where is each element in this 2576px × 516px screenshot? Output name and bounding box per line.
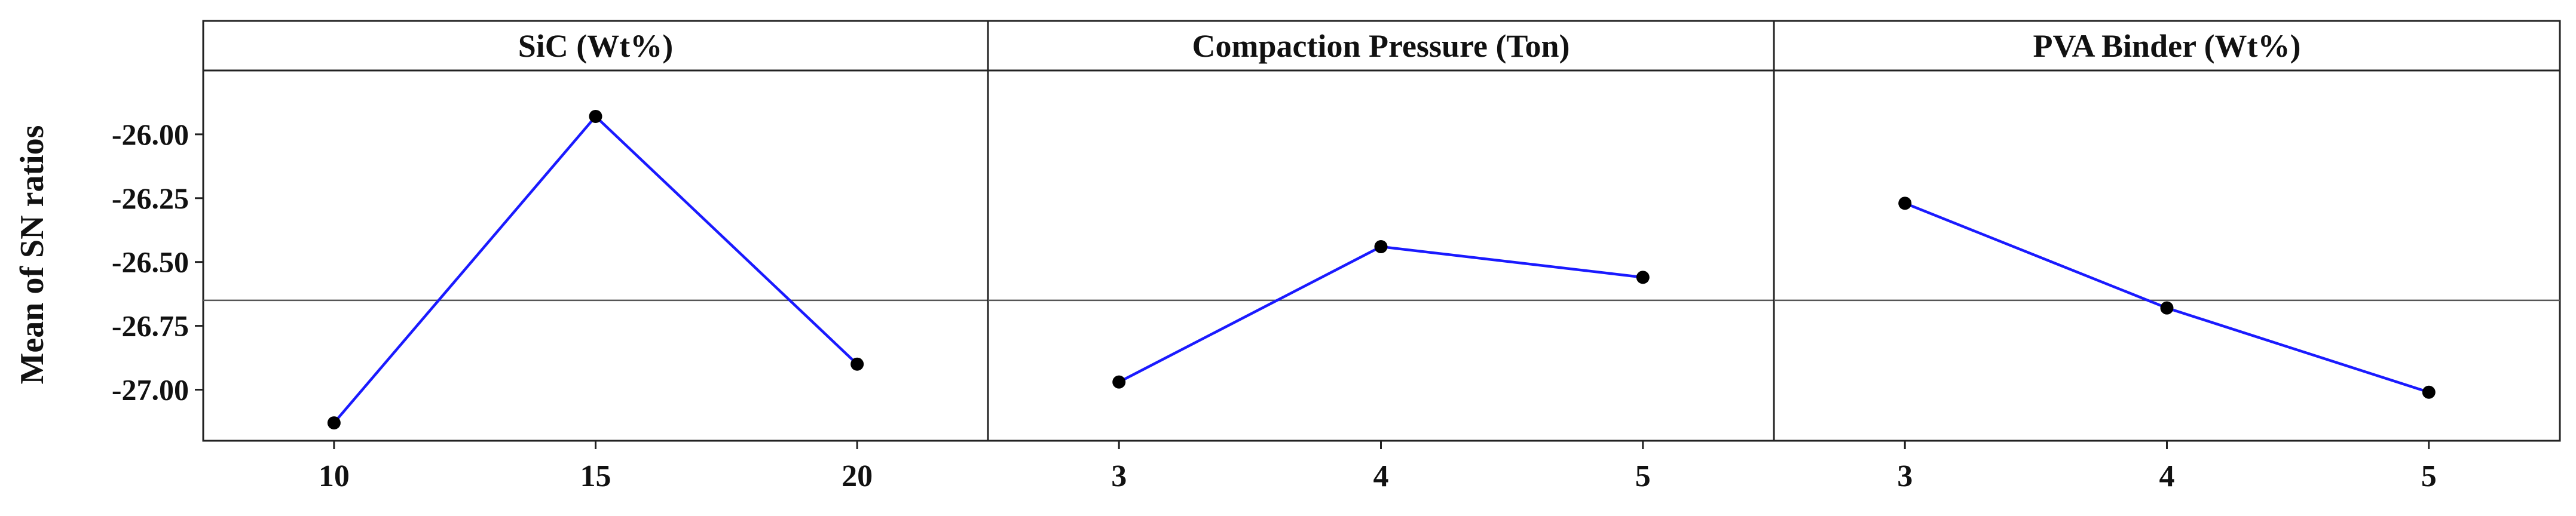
y-axis-label: Mean of SN ratios [14, 125, 51, 385]
series-line [333, 114, 858, 424]
y-tick-label: -26.75 [112, 309, 189, 343]
x-tick-label: 4 [2159, 459, 2175, 493]
y-tick-label: -27.00 [112, 373, 189, 406]
data-point [327, 416, 341, 430]
series-line [1118, 245, 1644, 383]
data-point [1112, 375, 1126, 389]
panel-frame [987, 20, 1775, 442]
data-point [589, 109, 602, 123]
x-tick-label: 5 [2421, 459, 2437, 493]
panel-title: Compaction Pressure (Ton) [1192, 28, 1570, 64]
x-tick-label: 4 [1373, 459, 1389, 493]
panel-title: SiC (Wt%) [518, 28, 673, 64]
x-tick-label: 10 [319, 459, 350, 493]
data-point [1898, 196, 1912, 210]
x-tick-label: 20 [842, 459, 873, 493]
data-point [850, 357, 864, 371]
data-point [2160, 301, 2174, 315]
x-tick-label: 5 [1635, 459, 1651, 493]
panel-title: PVA Binder (Wt%) [2033, 28, 2300, 64]
panel-frame [1773, 20, 2561, 442]
series-line [1904, 202, 2430, 394]
y-tick-label: -26.25 [112, 182, 189, 215]
data-point [1636, 271, 1650, 284]
x-tick-label: 3 [1897, 459, 1913, 493]
x-tick-label: 3 [1111, 459, 1127, 493]
y-tick-label: -26.00 [112, 118, 189, 151]
data-point [1374, 240, 1388, 254]
panel-frame [202, 20, 989, 442]
y-tick-label: -26.50 [112, 245, 189, 279]
x-tick-label: 15 [580, 459, 611, 493]
data-point [2422, 385, 2436, 399]
